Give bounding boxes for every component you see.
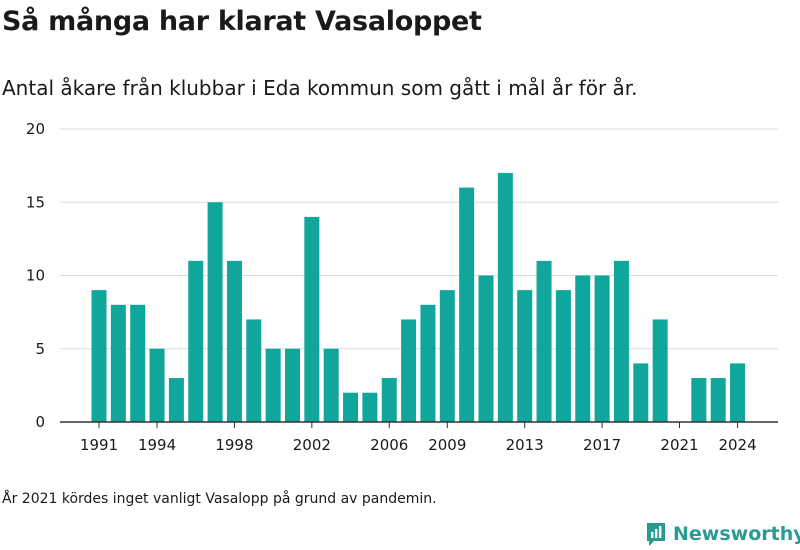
bar-2015: [555, 290, 571, 422]
bar-2001: [285, 348, 300, 422]
bar-1993: [130, 304, 146, 422]
x-tick-label: 1991: [80, 436, 118, 454]
x-tick-label: 1998: [215, 436, 253, 454]
bar-1995: [168, 378, 184, 422]
bar-2011: [478, 275, 494, 422]
bar-1991: [91, 290, 107, 422]
bar-1994: [149, 348, 165, 422]
bar-1992: [110, 304, 126, 422]
x-tick-label: 2017: [583, 436, 621, 454]
y-tick-label: 10: [26, 267, 45, 285]
footnote: År 2021 kördes inget vanligt Vasalopp på…: [2, 491, 437, 507]
x-tick-label: 2006: [370, 436, 408, 454]
chart-subtitle: Antal åkare från klubbar i Eda kommun so…: [2, 76, 638, 100]
bar-2013: [517, 290, 533, 422]
x-tick-label: 2024: [718, 436, 756, 454]
bar-2009: [439, 290, 455, 422]
bar-2007: [401, 319, 417, 422]
bar-2008: [420, 304, 436, 422]
bar-2010: [459, 187, 475, 422]
x-tick-label: 2002: [293, 436, 331, 454]
bar-2006: [381, 378, 397, 422]
bar-1997: [207, 202, 223, 422]
bar-2022: [691, 378, 707, 422]
y-tick-label: 0: [35, 413, 45, 431]
bar-2016: [575, 275, 591, 422]
bar-1996: [188, 260, 204, 422]
bar-2000: [265, 348, 281, 422]
bar-2005: [362, 392, 378, 422]
bar-chart: 0 5 10 15 20 1991 1994 1998 2002 2006 2009 2013 201…: [26, 120, 778, 454]
bar-2024: [730, 363, 746, 422]
brand-name: Newsworthy: [673, 523, 800, 545]
bar-2017: [594, 275, 610, 422]
bar-2018: [613, 260, 629, 422]
bar-2003: [323, 348, 339, 422]
newsworthy-logo-icon: [647, 523, 665, 546]
bars: [91, 172, 746, 422]
chart-title: Så många har klarat Vasaloppet: [2, 6, 482, 37]
x-tick-label: 2013: [506, 436, 544, 454]
bar-2023: [710, 378, 726, 422]
bar-2012: [497, 172, 513, 422]
bar-2004: [343, 392, 359, 422]
bar-1999: [246, 319, 262, 422]
x-axis-ticks: 1991 1994 1998 2002 2006 2009 2013 2017 2021 2024: [80, 422, 757, 454]
bar-2002: [304, 216, 320, 422]
x-tick-label: 1994: [138, 436, 176, 454]
y-tick-label: 5: [35, 340, 45, 358]
y-tick-label: 15: [26, 193, 45, 211]
bar-2020: [652, 319, 668, 422]
brand-logo: Newsworthy: [645, 520, 800, 548]
bar-1998: [226, 260, 242, 422]
y-axis-ticks: 0 5 10 15 20: [26, 120, 45, 431]
x-tick-label: 2009: [428, 436, 466, 454]
bar-2019: [633, 363, 649, 422]
x-tick-label: 2021: [660, 436, 698, 454]
grid-lines: [60, 128, 778, 350]
y-tick-label: 20: [26, 120, 45, 138]
bar-2014: [536, 260, 552, 422]
